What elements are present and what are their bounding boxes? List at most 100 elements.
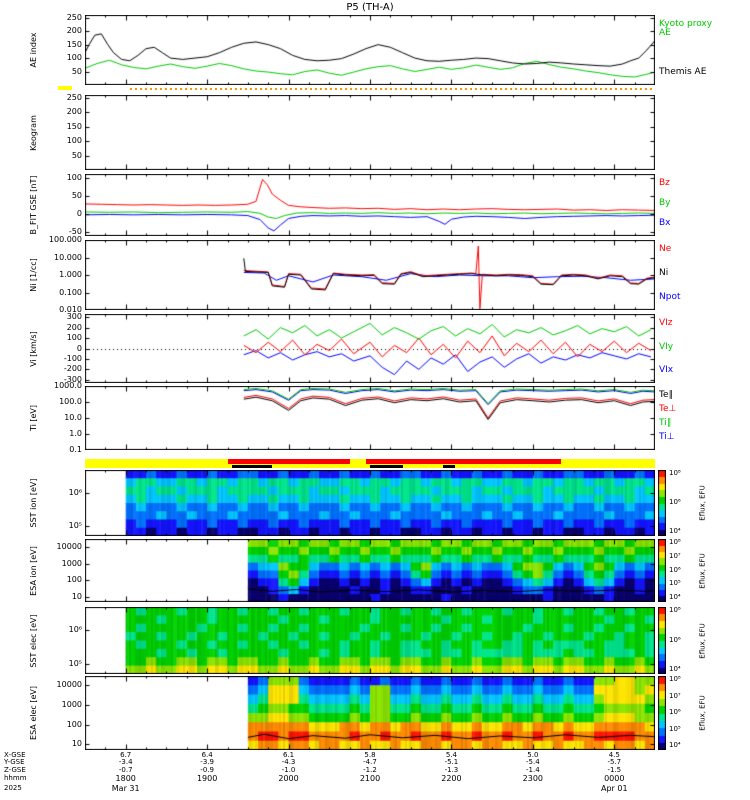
- temperature-legend-label: Te∥: [659, 390, 674, 400]
- temperature-ytick-label: 100.0: [59, 397, 82, 406]
- ephemeris-row-label: Z-GSE: [4, 765, 26, 774]
- bfield-legend-label: Bx: [659, 218, 671, 228]
- ae-legend-label: Themis AE: [659, 67, 707, 77]
- density-plot-canvas: [85, 240, 655, 310]
- ae-plot-canvas: [85, 15, 655, 85]
- plot-title: P5 (TH-A): [346, 2, 394, 13]
- sst_elec-ytick-label: 10⁵: [68, 658, 82, 668]
- sst_ion-colorbar-tick: 10⁶: [669, 498, 681, 506]
- bfield-ytick-label: 0: [76, 209, 82, 219]
- keogram-ytick-label: 150: [66, 121, 82, 131]
- esa_elec-ytick-label: 1000: [61, 699, 82, 709]
- hhmm-label: hhmm: [4, 774, 27, 782]
- esa_elec-colorbar-label: Eflux, EFU: [698, 695, 707, 731]
- sst_elec-ylabel: SST elec [eV]: [29, 613, 38, 668]
- esa_ion-ytick-label: 10000: [56, 541, 82, 551]
- temperature-legend-label: Ti∥: [659, 418, 672, 428]
- esa_elec-ytick-label: 10: [71, 739, 82, 749]
- ephemeris-value: -3.9: [200, 758, 214, 767]
- esa_elec-colorbar-tick: 10⁸: [669, 675, 681, 683]
- esa_elec-ytick-label: 10000: [56, 680, 82, 690]
- velocity-ytick-label: 100: [66, 333, 82, 343]
- esa_elec-colorbar-tick: 10⁷: [669, 691, 681, 700]
- mode-bar-burst-segment: [231, 465, 273, 468]
- esa_elec-ytick-label: 100: [66, 719, 82, 729]
- sst_elec-colorbar-tick: 10⁶: [669, 635, 681, 644]
- temperature-ytick-label: 10.0: [64, 413, 82, 422]
- sst_elec-colorbar-tick: 10⁴: [669, 665, 681, 673]
- ae-ylabel: AE index: [29, 32, 38, 68]
- esa_elec-colorbar-tick: 10⁴: [669, 741, 681, 749]
- sst_ion-ytick-label: 10⁶: [68, 488, 82, 498]
- density-legend-label: Ne: [659, 244, 672, 254]
- temperature-ylabel: Ti [eV]: [29, 404, 38, 432]
- sst_ion-colorbar: [658, 470, 666, 536]
- ephemeris-value: 6.7: [120, 751, 132, 759]
- bfield-legend-label: By: [659, 198, 671, 208]
- date-left-label: Mar 31: [111, 783, 140, 793]
- time-tick-label: 2100: [359, 773, 381, 783]
- sst_ion-spectrogram-canvas: [85, 470, 655, 536]
- esa_elec-colorbar-tick: 10⁵: [669, 724, 681, 733]
- keogram-ytick-label: 100: [66, 136, 82, 146]
- time-tick-label: 0000: [604, 773, 625, 783]
- esa_ion-colorbar-tick: 10⁵: [669, 579, 681, 588]
- keogram-ytick-label: 50: [71, 150, 82, 160]
- density-ytick-label: 100.000: [48, 235, 82, 244]
- ephemeris-row-label: X-GSE: [4, 751, 26, 759]
- esa_ion-ytick-label: 10: [71, 591, 82, 601]
- ae-ytick-label: 150: [66, 39, 82, 49]
- keogram-ytick-label: 200: [66, 107, 82, 117]
- ephemeris-value: -1.2: [363, 765, 377, 774]
- temperature-ytick-label: 0.1: [69, 445, 82, 454]
- velocity-ytick-label: 200: [66, 322, 82, 332]
- esa_elec-colorbar-tick: 10⁶: [669, 708, 681, 716]
- keogram-ytick-label: 250: [66, 92, 82, 102]
- ephemeris-row-label: Y-GSE: [4, 758, 25, 767]
- ephemeris-value: -5.1: [444, 758, 459, 767]
- density-legend-label: Ni: [659, 268, 669, 278]
- temperature-plot-canvas: [85, 386, 655, 450]
- ephemeris-value: -0.7: [118, 765, 133, 774]
- ephemeris-value: -5.4: [526, 758, 540, 767]
- time-tick-label: 2200: [441, 773, 462, 783]
- year-label: 2025: [4, 783, 22, 792]
- esa_ion-ytick-label: 100: [66, 575, 82, 585]
- esa_ion-colorbar-tick: 10⁷: [669, 551, 681, 560]
- ephemeris-value: -1.5: [607, 765, 622, 774]
- time-tick-label: 1900: [196, 773, 218, 783]
- velocity-ytick-label: 300: [66, 312, 82, 322]
- velocity-ytick-label: 0: [76, 343, 82, 353]
- bfield-ytick-label: 50: [71, 190, 82, 200]
- esa_ion-ytick-label: 1000: [61, 558, 82, 568]
- mode-bar-fast-survey-segment: [227, 459, 350, 464]
- ephemeris-value: -5.7: [607, 758, 622, 767]
- ephemeris-value: 5.8: [364, 751, 376, 759]
- date-right-label: Apr 01: [601, 783, 628, 793]
- density-ytick-label: 0.100: [59, 287, 82, 297]
- mode-bar-burst-segment: [443, 465, 456, 468]
- bfield-ylabel: B_FIT GSE [nT]: [29, 175, 38, 235]
- ae-ytick-label: 250: [66, 12, 82, 22]
- density-ytick-label: 1.000: [59, 270, 82, 279]
- velocity-ytick-label: -100: [63, 353, 82, 363]
- ae-ytick-label: 50: [71, 66, 82, 76]
- ephemeris-value: -4.7: [363, 758, 377, 767]
- esa_ion-ylabel: ESA ion [eV]: [29, 545, 38, 596]
- velocity-ylabel: Vi [km/s]: [29, 330, 38, 367]
- esa_ion-colorbar: [658, 539, 666, 602]
- sst_ion-ytick-label: 10⁵: [68, 521, 82, 531]
- keogram-ylabel: Keogram: [29, 114, 38, 151]
- sst_ion-ylabel: SST ion [eV]: [29, 478, 38, 528]
- velocity-legend-label: VIz: [659, 318, 673, 328]
- ephemeris-value: 6.4: [201, 751, 213, 759]
- temperature-legend-label: Te⊥: [659, 404, 677, 414]
- density-ylabel: Ni [1/cc]: [29, 258, 38, 292]
- esa_elec-ylabel: ESA elec [eV]: [29, 686, 38, 740]
- sst_elec-ytick-label: 10⁶: [68, 625, 82, 635]
- ae-ytick-label: 200: [66, 26, 82, 36]
- sst_ion-colorbar-label: Eflux, EFU: [698, 485, 707, 521]
- sst_elec-colorbar-label: Eflux, EFU: [698, 622, 707, 659]
- esa_ion-colorbar-tick: 10⁸: [669, 538, 681, 546]
